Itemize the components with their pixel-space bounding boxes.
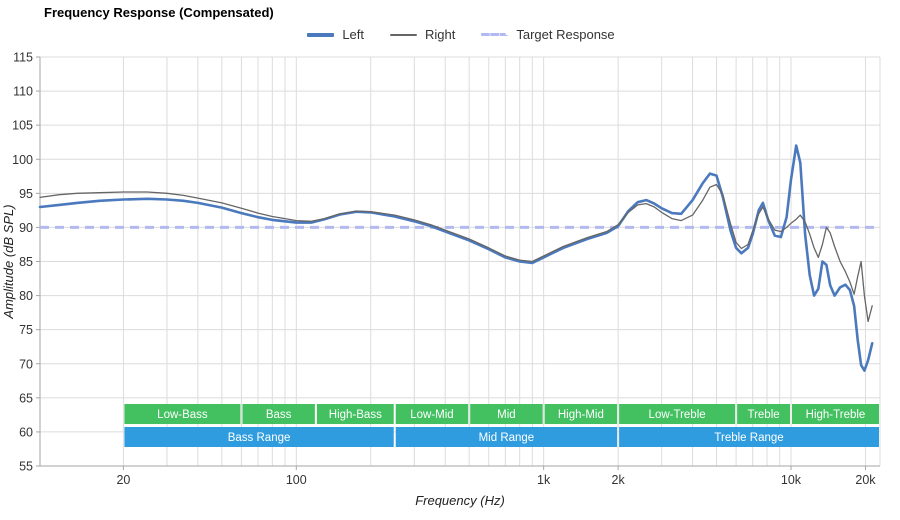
right-line-swatch (390, 33, 418, 36)
sub-band-box (124, 404, 241, 424)
sub-band-label: High-Treble (806, 409, 866, 421)
legend-item-right: Right (390, 27, 455, 42)
series-right-curve (39, 183, 873, 323)
y-axis-title: Amplitude (dB SPL) (1, 204, 16, 319)
x-tick-label: 10k (781, 473, 802, 487)
main-band-label: Treble Range (714, 432, 783, 444)
sub-band-label: Bass (266, 409, 292, 421)
y-tick-label: 65 (19, 391, 33, 405)
y-tick-label: 70 (19, 357, 33, 371)
main-band-box (124, 427, 394, 447)
legend-item-target-response: Target Response (481, 27, 615, 42)
chart-legend: Left Right Target Response (0, 27, 900, 42)
sub-band-box (619, 404, 736, 424)
y-tick-label: 80 (19, 289, 33, 303)
sub-band-label: Treble (747, 409, 779, 421)
sub-band-label: Low-Bass (157, 409, 208, 421)
sub-band-label: High-Bass (329, 409, 382, 421)
y-tick-label: 85 (19, 255, 33, 269)
series-left-curve (38, 144, 874, 372)
sub-band-box (316, 404, 394, 424)
sub-band-label: High-Mid (558, 409, 604, 421)
target-response-line-swatch (481, 33, 509, 36)
main-band-label: Mid Range (479, 432, 535, 444)
sub-band-label: Low-Treble (649, 409, 706, 421)
y-tick-label: 100 (12, 153, 33, 167)
x-tick-label: 1k (537, 473, 551, 487)
sub-band-box (544, 404, 618, 424)
y-tick-label: 90 (19, 221, 33, 235)
x-tick-label: 20 (116, 473, 130, 487)
y-tick-label: 60 (19, 425, 33, 439)
sub-band-label: Mid (497, 409, 516, 421)
main-band-box (619, 427, 879, 447)
sub-band-box (470, 404, 543, 424)
main-band-box (395, 427, 618, 447)
legend-label-left: Left (342, 27, 365, 42)
x-tick-label: 20k (855, 473, 876, 487)
chart-title: Frequency Response (Compensated) (44, 5, 274, 20)
x-tick-label: 100 (286, 473, 307, 487)
x-axis-title: Frequency (Hz) (415, 493, 505, 508)
sub-band-box (737, 404, 790, 424)
sub-band-box (395, 404, 469, 424)
y-tick-label: 55 (19, 460, 33, 474)
main-band-label: Bass Range (228, 432, 291, 444)
sub-band-box (242, 404, 315, 424)
sub-band-label: Low-Mid (410, 409, 453, 421)
left-line-swatch (307, 32, 335, 37)
y-tick-label: 95 (19, 187, 33, 201)
legend-label-right: Right (425, 27, 456, 42)
sub-band-box (791, 404, 879, 424)
y-tick-label: 110 (13, 85, 33, 99)
legend-item-left: Left (307, 27, 364, 42)
y-tick-label: 75 (19, 323, 33, 337)
legend-label-target-response: Target Response (516, 27, 615, 42)
x-tick-label: 2k (612, 473, 626, 487)
y-tick-label: 105 (12, 119, 33, 133)
y-tick-label: 115 (13, 51, 33, 65)
